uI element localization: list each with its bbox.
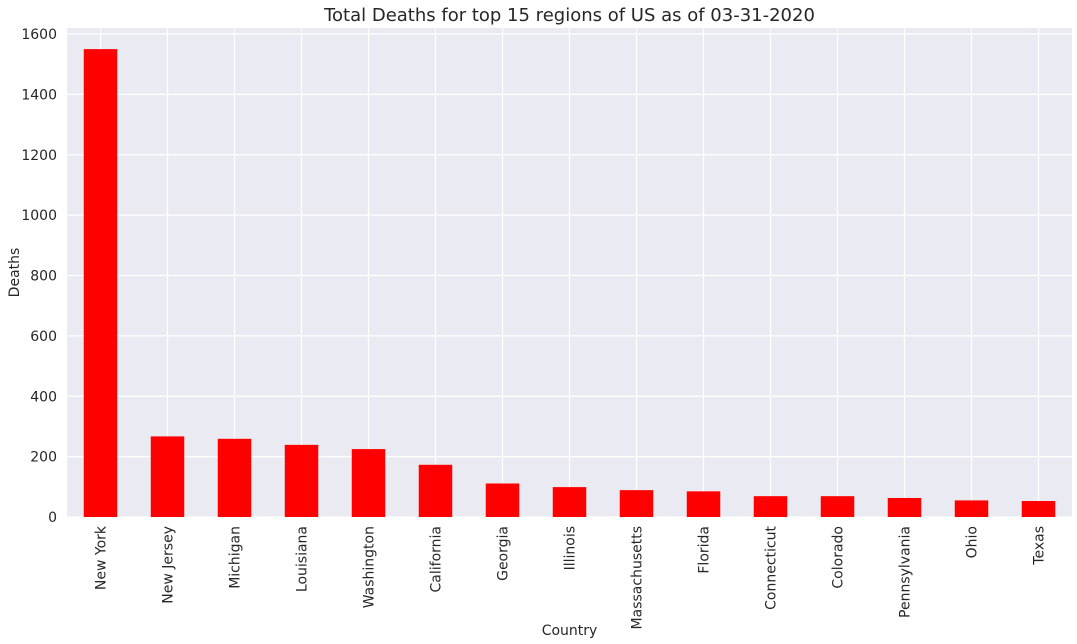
x-tick-label: Washington [362,526,378,608]
x-tick-label: Michigan [228,526,244,589]
y-axis-label: Deaths [7,248,23,298]
bar-washington [351,449,386,517]
y-tick-label: 600 [30,329,57,345]
chart-title: Total Deaths for top 15 regions of US as… [323,5,815,26]
bar-new-york [83,49,118,517]
x-tick-label: Connecticut [764,525,780,609]
bar-connecticut [753,496,788,517]
x-tick-label: Pennsylvania [898,526,914,618]
x-tick-label: Illinois [563,526,579,570]
y-tick-label: 400 [30,389,57,405]
y-tick-label: 1200 [21,148,57,164]
bar-massachusetts [619,490,654,517]
bar-ohio [954,500,989,517]
bar-new-jersey [150,436,185,517]
y-tick-labels: 0 200 400 600 800 1000 1200 1400 1600 [21,27,57,526]
x-tick-label: New York [94,525,110,590]
x-tick-label: Texas [1032,526,1048,566]
bar-florida [686,491,721,517]
bar-pennsylvania [887,497,922,517]
x-tick-label: Georgia [496,526,512,581]
x-tick-labels: New York New Jersey Michigan Louisiana Washi… [94,525,1048,629]
y-tick-label: 0 [48,510,57,526]
x-tick-label: New Jersey [161,526,177,604]
x-tick-label: Florida [697,526,713,574]
y-tick-label: 1000 [21,208,57,224]
bar-california [418,464,453,517]
bar-georgia [485,483,520,517]
bar-louisiana [284,444,319,517]
x-axis-label: Country [542,623,598,639]
bars [83,49,1056,517]
y-tick-label: 800 [30,269,57,285]
bar-illinois [552,487,587,517]
bar-colorado [820,496,855,517]
x-tick-label: California [429,526,445,592]
y-tick-label: 1400 [21,87,57,103]
x-tick-label: Louisiana [295,526,311,592]
bar-michigan [217,438,252,517]
x-tick-label: Massachusetts [630,526,646,629]
x-tick-label: Colorado [831,526,847,589]
x-tick-label: Ohio [965,526,981,558]
y-tick-label: 200 [30,450,57,466]
bar-texas [1021,501,1056,517]
y-tick-label: 1600 [21,27,57,43]
